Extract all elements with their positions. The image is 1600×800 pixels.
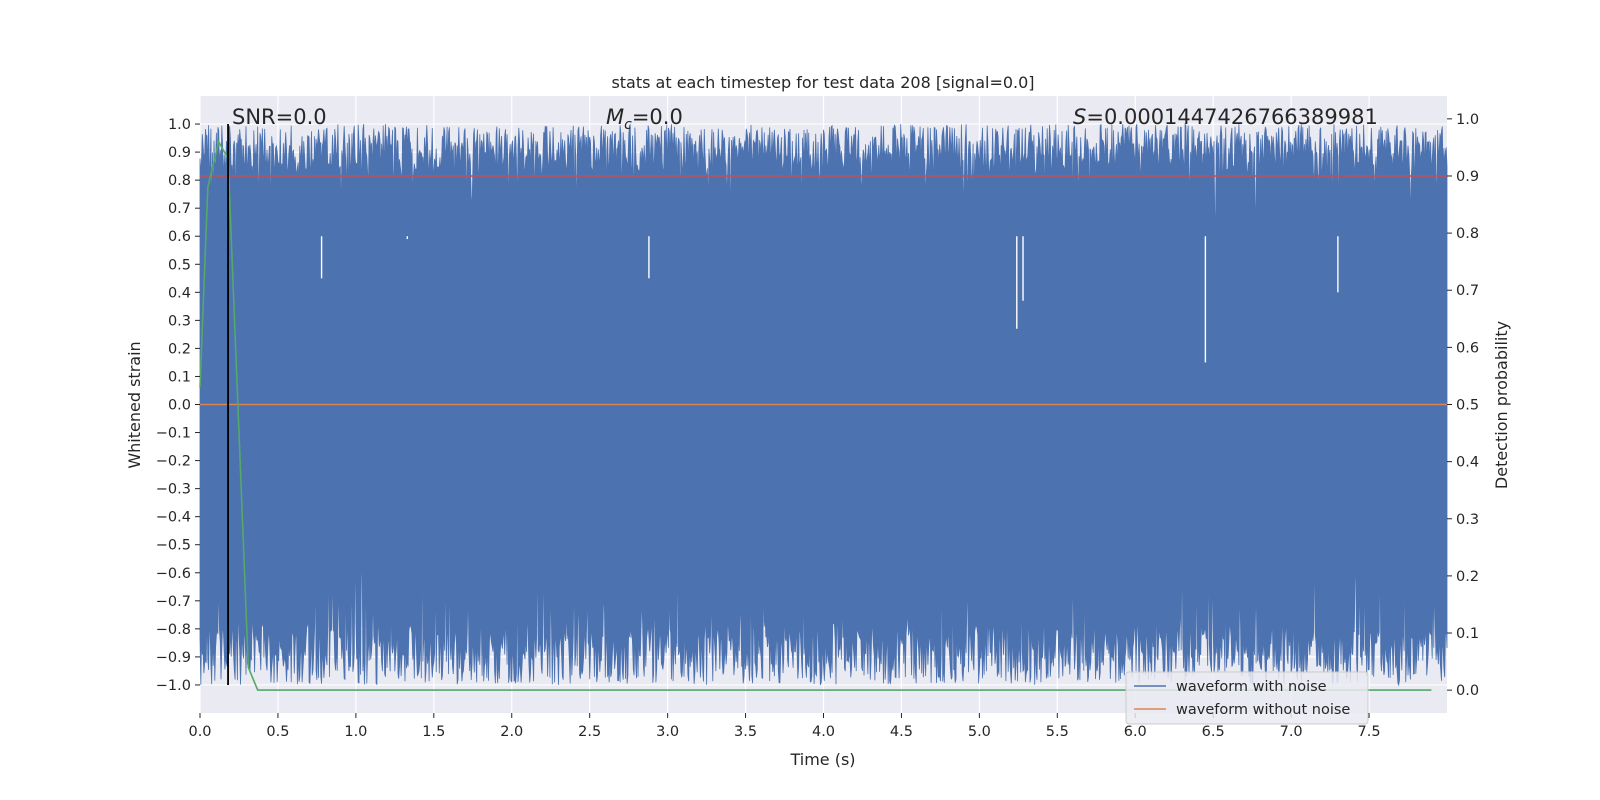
y-axis-label-right: Detection probability	[1492, 321, 1511, 489]
y-tick-label-left: 0.0	[168, 398, 191, 414]
x-tick-label: 2.5	[578, 724, 601, 740]
legend-label-waveform-with-noise: waveform with noise	[1176, 679, 1327, 695]
y-tick-label-left: −0.5	[156, 538, 191, 554]
x-tick-label: 1.5	[422, 724, 445, 740]
y-tick-label-right: 0.9	[1456, 169, 1479, 185]
y-tick-label-left: −0.1	[156, 426, 191, 442]
mc-value: =0.0	[632, 105, 683, 129]
y-tick-label-left: −0.6	[156, 566, 191, 582]
y-axis-label-left: Whitened strain	[125, 341, 144, 468]
mc-symbol: M	[606, 105, 624, 129]
x-tick-label: 3.0	[656, 724, 679, 740]
mc-annotation: Mc=0.0	[606, 105, 683, 133]
snr-annotation: SNR=0.0	[232, 105, 327, 129]
x-tick-label: 5.0	[968, 724, 991, 740]
y-tick-label-right: 1.0	[1456, 112, 1479, 128]
chart-title: stats at each timestep for test data 208…	[611, 73, 1034, 92]
y-tick-label-right: 0.2	[1456, 569, 1479, 585]
y-tick-label-left: 0.9	[168, 145, 191, 161]
y-tick-label-left: −0.7	[156, 594, 191, 610]
y-tick-label-right: 0.8	[1456, 226, 1479, 242]
y-tick-label-right: 0.1	[1456, 626, 1479, 642]
y-tick-label-left: −0.3	[156, 482, 191, 498]
series-lines	[199, 124, 1447, 691]
x-tick-label: 6.5	[1202, 724, 1225, 740]
x-tick-label: 0.0	[188, 724, 211, 740]
y-tick-label-left: −1.0	[156, 678, 191, 694]
y-tick-label-left: 0.7	[168, 201, 191, 217]
x-tick-label: 0.5	[266, 724, 289, 740]
y-tick-label-left: 0.1	[168, 369, 191, 385]
s-annotation: S=0.0001447426766389981	[1073, 105, 1378, 129]
y-tick-label-left: 1.0	[168, 117, 191, 133]
series-detection-probability	[199, 139, 1432, 691]
s-value: =0.0001447426766389981	[1086, 105, 1378, 129]
y-tick-label-right: 0.7	[1456, 283, 1479, 299]
x-tick-label: 6.0	[1124, 724, 1147, 740]
y-tick-label-right: 0.0	[1456, 683, 1479, 699]
y-tick-label-left: 0.4	[168, 285, 191, 301]
y-tick-label-right: 0.4	[1456, 455, 1479, 471]
x-tick-label: 4.0	[812, 724, 835, 740]
legend: waveform with noise waveform without noi…	[1125, 671, 1369, 725]
x-tick-label: 7.0	[1280, 724, 1303, 740]
mc-subscript: c	[624, 117, 632, 133]
y-tick-label-left: 0.6	[168, 229, 191, 245]
y-tick-label-left: −0.2	[156, 454, 191, 470]
x-tick-label: 2.0	[500, 724, 523, 740]
x-axis-label: Time (s)	[789, 750, 855, 769]
y-tick-label-left: −0.8	[156, 622, 191, 638]
x-tick-label: 1.0	[344, 724, 367, 740]
y-tick-label-left: 0.2	[168, 341, 191, 357]
y-tick-label-right: 0.6	[1456, 340, 1479, 356]
legend-box	[1125, 671, 1369, 725]
y-tick-label-left: −0.4	[156, 510, 191, 526]
x-tick-label: 4.5	[890, 724, 913, 740]
y-tick-label-left: 0.3	[168, 313, 191, 329]
x-tick-label: 3.5	[734, 724, 757, 740]
axis-ticks: 0.0 0.5 1.0 1.5 2.0 2.5 3.0 3.5 4.0 4.5 5.0 5.5 6.0 6…	[156, 112, 1479, 740]
x-tick-label: 7.5	[1358, 724, 1381, 740]
legend-label-waveform-without-noise: waveform without noise	[1176, 702, 1350, 718]
y-tick-label-right: 0.5	[1456, 398, 1479, 414]
y-tick-label-left: −0.9	[156, 650, 191, 666]
y-tick-label-left: 0.8	[168, 173, 191, 189]
y-tick-label-left: 0.5	[168, 257, 191, 273]
s-symbol: S	[1073, 105, 1086, 129]
x-tick-label: 5.5	[1046, 724, 1069, 740]
y-tick-label-right: 0.3	[1456, 512, 1479, 528]
